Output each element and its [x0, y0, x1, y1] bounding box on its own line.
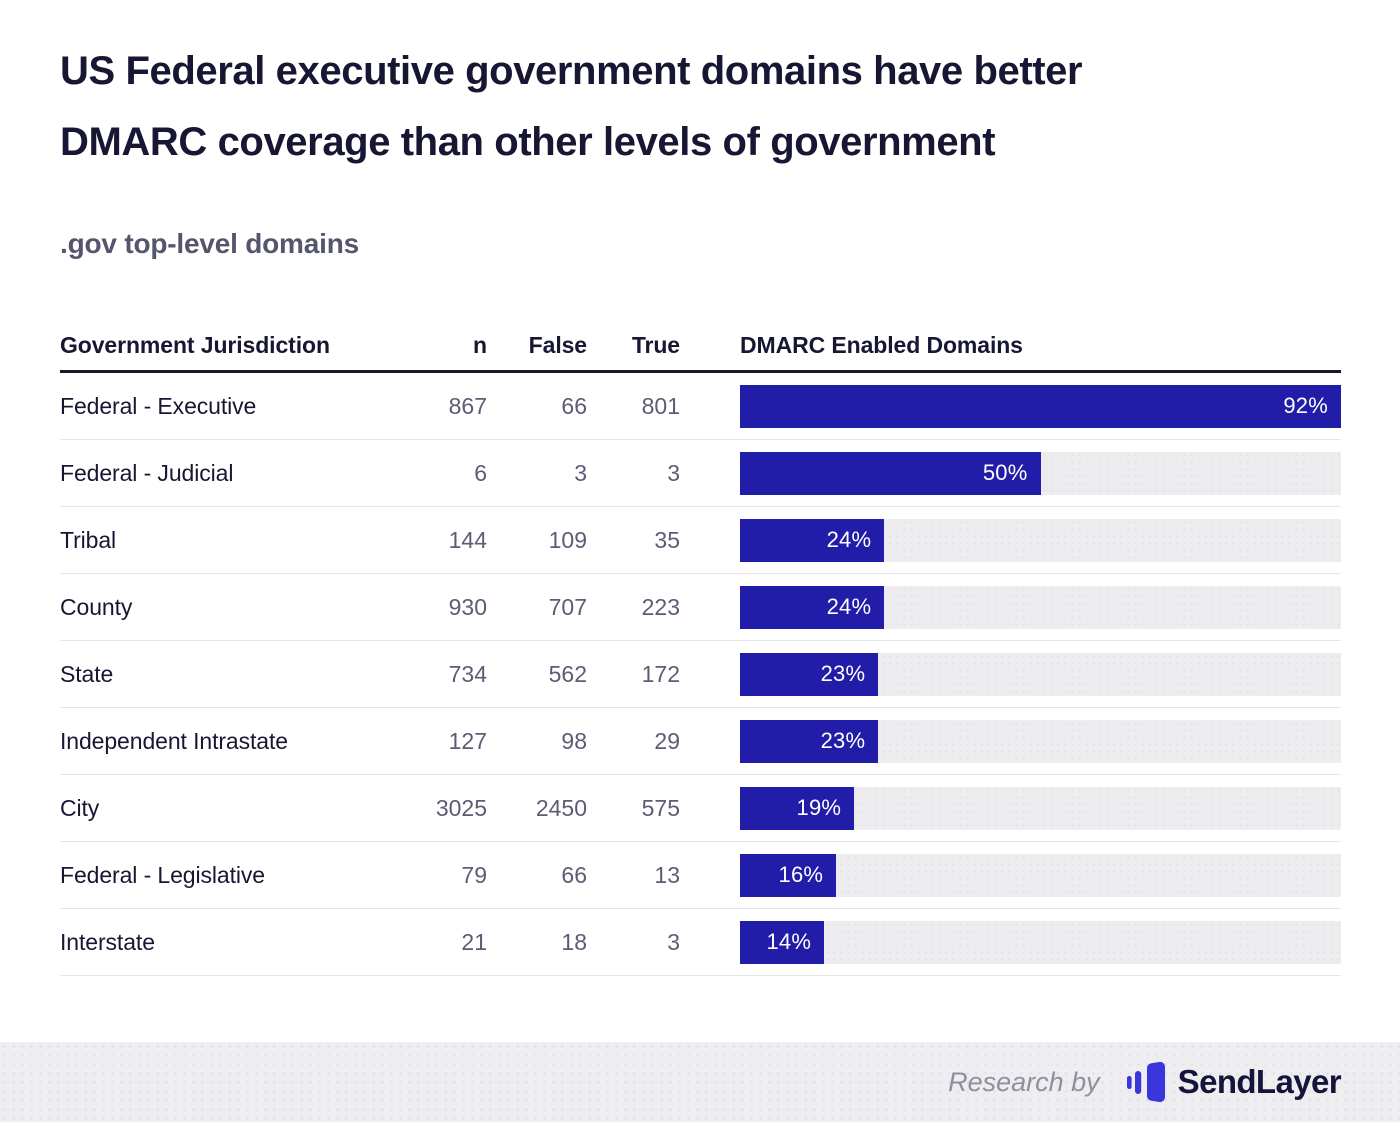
bar-percent-label: 14%: [766, 929, 812, 954]
bar-cell: 23%: [740, 652, 1341, 696]
chart-subtitle: .gov top-level domains: [60, 228, 359, 259]
n-cell: 867: [448, 392, 487, 419]
bar-fill: 19%: [740, 786, 855, 830]
bar-cell: 24%: [740, 585, 1341, 629]
true-cell: 575: [641, 794, 680, 821]
header-jurisdiction: Government Jurisdiction: [60, 332, 330, 358]
page-title: US Federal executive government domains …: [60, 36, 1341, 178]
jurisdiction-cell: State: [60, 660, 114, 687]
n-cell: 144: [448, 526, 487, 553]
n-cell: 930: [448, 593, 487, 620]
sendlayer-wordmark: SendLayer: [1177, 1063, 1342, 1100]
bar-track: 16%: [740, 853, 1341, 897]
jurisdiction-cell: Federal - Executive: [60, 392, 257, 419]
sendlayer-logo-icon: [1126, 1061, 1165, 1103]
research-by-label: Research by: [948, 1066, 1100, 1097]
true-cell: 35: [654, 526, 680, 553]
table-row: State 734 562 172 23%: [60, 641, 1341, 708]
jurisdiction-cell: County: [60, 593, 133, 620]
bar-fill: 50%: [740, 451, 1041, 495]
bar-percent-label: 23%: [820, 728, 866, 753]
bar-cell: 92%: [740, 384, 1341, 428]
bar-cell: 23%: [740, 719, 1341, 763]
n-cell: 79: [461, 861, 487, 888]
table-row: Federal - Judicial 6 3 3 50%: [60, 440, 1341, 507]
bar-fill: 24%: [740, 518, 885, 562]
title-line-1: US Federal executive government domains …: [60, 49, 1083, 93]
n-cell: 21: [461, 928, 487, 955]
table-header-row: Government Jurisdiction n False True DMA…: [60, 316, 1341, 373]
jurisdiction-cell: Federal - Legislative: [60, 861, 266, 888]
bar-cell: 50%: [740, 451, 1341, 495]
header-false: False: [528, 332, 587, 358]
bar-track: 24%: [740, 585, 1341, 629]
bar-track: 14%: [740, 920, 1341, 964]
true-cell: 13: [654, 861, 680, 888]
false-cell: 18: [561, 928, 587, 955]
true-cell: 29: [654, 727, 680, 754]
table-row: City 3025 2450 575 19%: [60, 775, 1341, 842]
false-cell: 66: [561, 392, 587, 419]
bar-percent-label: 92%: [1283, 393, 1328, 418]
table-row: County 930 707 223 24%: [60, 574, 1341, 641]
false-cell: 66: [561, 861, 587, 888]
bar-percent-label: 19%: [796, 795, 842, 820]
n-cell: 3025: [435, 794, 487, 821]
table-row: Federal - Executive 867 66 801 92%: [60, 373, 1341, 440]
bar-cell: 14%: [740, 920, 1341, 964]
false-cell: 707: [548, 593, 587, 620]
n-cell: 6: [474, 459, 487, 486]
table-row: Tribal 144 109 35 24%: [60, 507, 1341, 574]
bar-fill: 24%: [740, 585, 885, 629]
table-row: Interstate 21 18 3 14%: [60, 909, 1341, 976]
bar-track: 92%: [740, 384, 1341, 428]
header-true: True: [631, 332, 680, 358]
bar-track: 23%: [740, 652, 1341, 696]
header-n: n: [473, 332, 487, 358]
jurisdiction-cell: Federal - Judicial: [60, 459, 234, 486]
jurisdiction-cell: City: [60, 794, 100, 821]
true-cell: 3: [667, 928, 680, 955]
bar-fill: 14%: [740, 920, 825, 964]
bar-cell: 19%: [740, 786, 1341, 830]
bar-percent-label: 24%: [826, 527, 872, 552]
dmarc-table: Government Jurisdiction n False True DMA…: [60, 316, 1341, 976]
jurisdiction-cell: Independent Intrastate: [60, 727, 288, 754]
bar-percent-label: 24%: [826, 594, 872, 619]
n-cell: 127: [448, 727, 487, 754]
false-cell: 3: [574, 459, 587, 486]
true-cell: 172: [641, 660, 680, 687]
bar-track: 50%: [740, 451, 1341, 495]
true-cell: 801: [641, 392, 680, 419]
false-cell: 109: [548, 526, 587, 553]
bar-track: 24%: [740, 518, 1341, 562]
footer: Research by SendLayer: [0, 1042, 1400, 1122]
bar-fill: 16%: [740, 853, 837, 897]
bar-percent-label: 50%: [982, 460, 1028, 485]
bar-track: 19%: [740, 786, 1341, 830]
jurisdiction-cell: Interstate: [60, 928, 155, 955]
table-row: Independent Intrastate 127 98 29 23%: [60, 708, 1341, 775]
bar-fill: 23%: [740, 719, 879, 763]
bar-track: 23%: [740, 719, 1341, 763]
n-cell: 734: [448, 660, 487, 687]
bar-cell: 16%: [740, 853, 1341, 897]
bar-fill: 23%: [740, 652, 879, 696]
header-dmarc-enabled: DMARC Enabled Domains: [740, 332, 1023, 358]
false-cell: 2450: [535, 794, 587, 821]
true-cell: 3: [667, 459, 680, 486]
infographic: US Federal executive government domains …: [60, 36, 1341, 976]
table-row: Federal - Legislative 79 66 13 16%: [60, 842, 1341, 909]
true-cell: 223: [641, 593, 680, 620]
title-line-2: DMARC coverage than other levels of gove…: [60, 120, 996, 164]
jurisdiction-cell: Tribal: [60, 526, 117, 553]
false-cell: 562: [548, 660, 587, 687]
bar-fill: 92%: [740, 384, 1341, 428]
bar-percent-label: 16%: [778, 862, 824, 887]
false-cell: 98: [561, 727, 587, 754]
bar-cell: 24%: [740, 518, 1341, 562]
bar-percent-label: 23%: [820, 661, 866, 686]
